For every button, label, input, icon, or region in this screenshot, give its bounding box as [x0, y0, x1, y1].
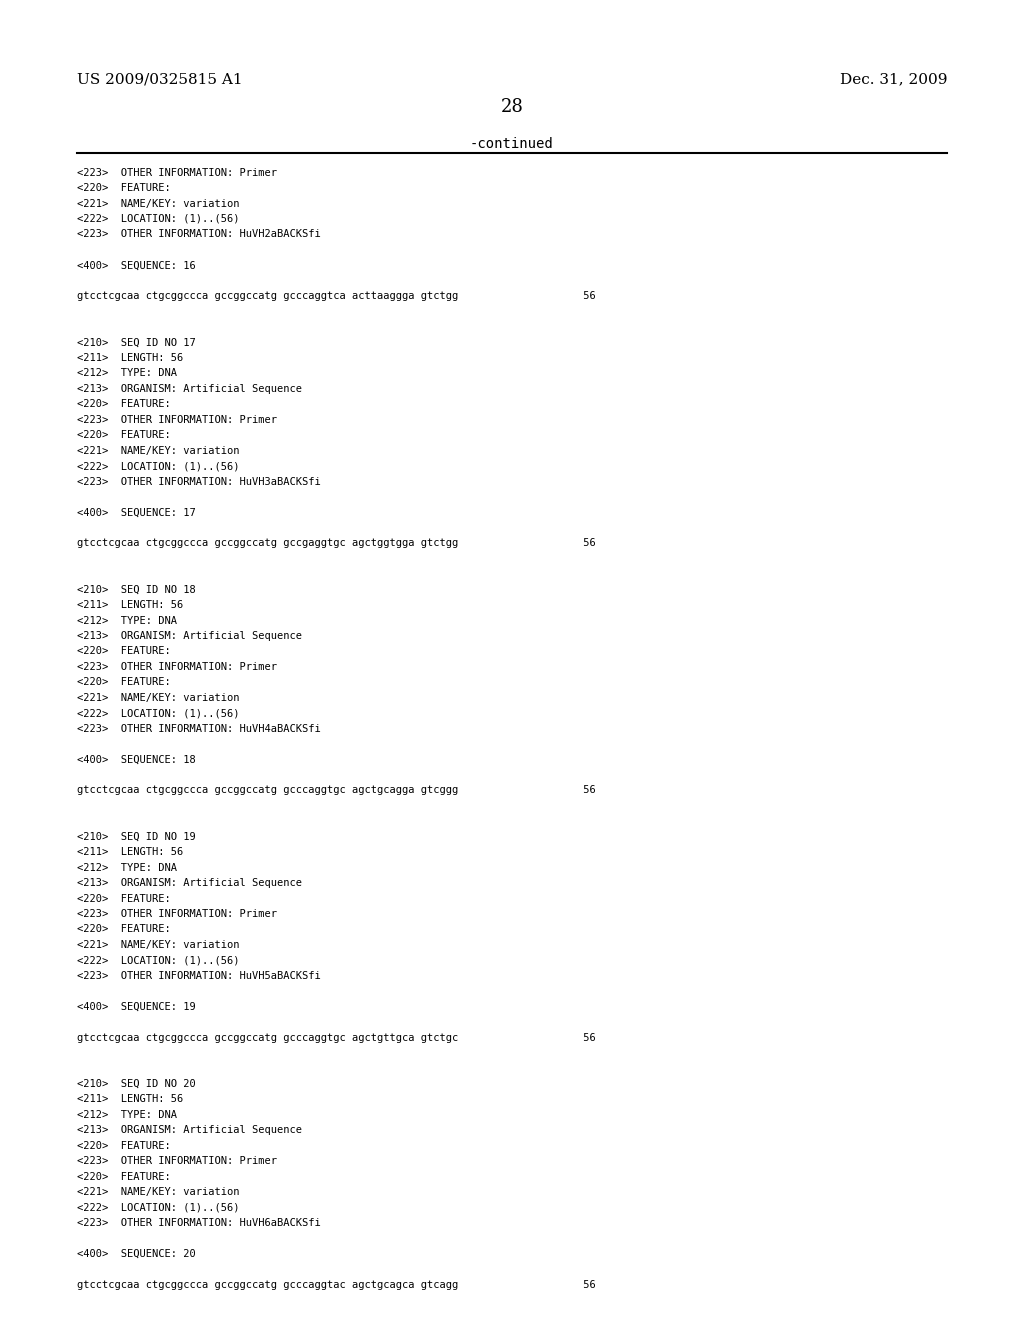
Text: <220>  FEATURE:: <220> FEATURE:	[77, 400, 171, 409]
Text: <213>  ORGANISM: Artificial Sequence: <213> ORGANISM: Artificial Sequence	[77, 1125, 302, 1135]
Text: <220>  FEATURE:: <220> FEATURE:	[77, 1140, 171, 1151]
Text: gtcctcgcaa ctgcggccca gccggccatg gcccaggtca acttaaggga gtctgg                   : gtcctcgcaa ctgcggccca gccggccatg gcccagg…	[77, 292, 596, 301]
Text: <212>  TYPE: DNA: <212> TYPE: DNA	[77, 863, 177, 873]
Text: <400>  SEQUENCE: 18: <400> SEQUENCE: 18	[77, 755, 196, 764]
Text: 28: 28	[501, 98, 523, 116]
Text: <222>  LOCATION: (1)..(56): <222> LOCATION: (1)..(56)	[77, 956, 240, 965]
Text: <210>  SEQ ID NO 19: <210> SEQ ID NO 19	[77, 832, 196, 842]
Text: <211>  LENGTH: 56: <211> LENGTH: 56	[77, 352, 183, 363]
Text: <221>  NAME/KEY: variation: <221> NAME/KEY: variation	[77, 198, 240, 209]
Text: <220>  FEATURE:: <220> FEATURE:	[77, 924, 171, 935]
Text: gtcctcgcaa ctgcggccca gccggccatg gcccaggtac agctgcagca gtcagg                   : gtcctcgcaa ctgcggccca gccggccatg gcccagg…	[77, 1279, 596, 1290]
Text: <223>  OTHER INFORMATION: HuVH3aBACKSfi: <223> OTHER INFORMATION: HuVH3aBACKSfi	[77, 477, 321, 487]
Text: <210>  SEQ ID NO 18: <210> SEQ ID NO 18	[77, 585, 196, 594]
Text: <221>  NAME/KEY: variation: <221> NAME/KEY: variation	[77, 940, 240, 950]
Text: Dec. 31, 2009: Dec. 31, 2009	[840, 73, 947, 87]
Text: <223>  OTHER INFORMATION: HuVH6aBACKSfi: <223> OTHER INFORMATION: HuVH6aBACKSfi	[77, 1218, 321, 1228]
Text: <220>  FEATURE:: <220> FEATURE:	[77, 183, 171, 193]
Text: <220>  FEATURE:: <220> FEATURE:	[77, 430, 171, 440]
Text: <220>  FEATURE:: <220> FEATURE:	[77, 677, 171, 688]
Text: <223>  OTHER INFORMATION: HuVH2aBACKSfi: <223> OTHER INFORMATION: HuVH2aBACKSfi	[77, 230, 321, 239]
Text: <222>  LOCATION: (1)..(56): <222> LOCATION: (1)..(56)	[77, 461, 240, 471]
Text: <220>  FEATURE:: <220> FEATURE:	[77, 647, 171, 656]
Text: <400>  SEQUENCE: 20: <400> SEQUENCE: 20	[77, 1249, 196, 1259]
Text: <223>  OTHER INFORMATION: Primer: <223> OTHER INFORMATION: Primer	[77, 168, 276, 178]
Text: <222>  LOCATION: (1)..(56): <222> LOCATION: (1)..(56)	[77, 214, 240, 224]
Text: gtcctcgcaa ctgcggccca gccggccatg gcccaggtgc agctgttgca gtctgc                   : gtcctcgcaa ctgcggccca gccggccatg gcccagg…	[77, 1032, 596, 1043]
Text: <222>  LOCATION: (1)..(56): <222> LOCATION: (1)..(56)	[77, 709, 240, 718]
Text: <223>  OTHER INFORMATION: HuVH4aBACKSfi: <223> OTHER INFORMATION: HuVH4aBACKSfi	[77, 723, 321, 734]
Text: US 2009/0325815 A1: US 2009/0325815 A1	[77, 73, 243, 87]
Text: -continued: -continued	[470, 137, 554, 152]
Text: <400>  SEQUENCE: 19: <400> SEQUENCE: 19	[77, 1002, 196, 1011]
Text: <223>  OTHER INFORMATION: Primer: <223> OTHER INFORMATION: Primer	[77, 661, 276, 672]
Text: <211>  LENGTH: 56: <211> LENGTH: 56	[77, 601, 183, 610]
Text: <213>  ORGANISM: Artificial Sequence: <213> ORGANISM: Artificial Sequence	[77, 631, 302, 642]
Text: <212>  TYPE: DNA: <212> TYPE: DNA	[77, 368, 177, 379]
Text: <221>  NAME/KEY: variation: <221> NAME/KEY: variation	[77, 1187, 240, 1197]
Text: <400>  SEQUENCE: 16: <400> SEQUENCE: 16	[77, 260, 196, 271]
Text: <221>  NAME/KEY: variation: <221> NAME/KEY: variation	[77, 693, 240, 702]
Text: <210>  SEQ ID NO 20: <210> SEQ ID NO 20	[77, 1078, 196, 1089]
Text: <213>  ORGANISM: Artificial Sequence: <213> ORGANISM: Artificial Sequence	[77, 384, 302, 393]
Text: <221>  NAME/KEY: variation: <221> NAME/KEY: variation	[77, 446, 240, 455]
Text: <222>  LOCATION: (1)..(56): <222> LOCATION: (1)..(56)	[77, 1203, 240, 1212]
Text: <220>  FEATURE:: <220> FEATURE:	[77, 894, 171, 903]
Text: <400>  SEQUENCE: 17: <400> SEQUENCE: 17	[77, 507, 196, 517]
Text: <223>  OTHER INFORMATION: Primer: <223> OTHER INFORMATION: Primer	[77, 909, 276, 919]
Text: <213>  ORGANISM: Artificial Sequence: <213> ORGANISM: Artificial Sequence	[77, 878, 302, 888]
Text: <223>  OTHER INFORMATION: Primer: <223> OTHER INFORMATION: Primer	[77, 1156, 276, 1166]
Text: <211>  LENGTH: 56: <211> LENGTH: 56	[77, 1094, 183, 1105]
Text: <212>  TYPE: DNA: <212> TYPE: DNA	[77, 615, 177, 626]
Text: <223>  OTHER INFORMATION: Primer: <223> OTHER INFORMATION: Primer	[77, 414, 276, 425]
Text: gtcctcgcaa ctgcggccca gccggccatg gccgaggtgc agctggtgga gtctgg                   : gtcctcgcaa ctgcggccca gccggccatg gccgagg…	[77, 539, 596, 548]
Text: gtcctcgcaa ctgcggccca gccggccatg gcccaggtgc agctgcagga gtcggg                   : gtcctcgcaa ctgcggccca gccggccatg gcccagg…	[77, 785, 596, 796]
Text: <220>  FEATURE:: <220> FEATURE:	[77, 1172, 171, 1181]
Text: <212>  TYPE: DNA: <212> TYPE: DNA	[77, 1110, 177, 1119]
Text: <210>  SEQ ID NO 17: <210> SEQ ID NO 17	[77, 338, 196, 347]
Text: <211>  LENGTH: 56: <211> LENGTH: 56	[77, 847, 183, 857]
Text: <223>  OTHER INFORMATION: HuVH5aBACKSfi: <223> OTHER INFORMATION: HuVH5aBACKSfi	[77, 970, 321, 981]
